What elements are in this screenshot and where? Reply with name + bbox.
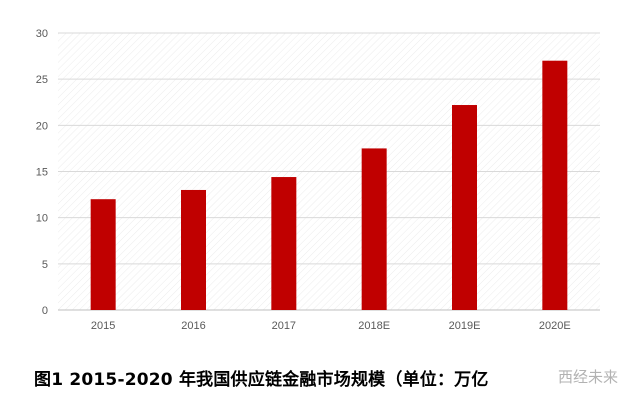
bar-2018E (361, 148, 387, 310)
y-tick-label: 0 (42, 305, 48, 317)
y-tick-label: 30 (36, 28, 48, 40)
x-tick-label: 2017 (272, 320, 296, 332)
x-tick-label: 2018E (358, 320, 390, 332)
watermark: 西经未来 (557, 368, 618, 386)
bar-2015 (90, 199, 116, 310)
x-tick-label: 2020E (539, 320, 571, 332)
x-tick-label: 2015 (91, 320, 115, 332)
y-tick-label: 25 (36, 74, 48, 86)
gridlines (58, 32, 600, 311)
y-tick-label: 5 (42, 259, 48, 271)
x-tick-label: 2019E (449, 320, 481, 332)
bar-2019E (452, 105, 477, 311)
bar-chart: 0 5 10 15 20 25 30 2015 2016 2017 2018E 2019E 2020E (36, 28, 600, 332)
y-axis-ticks: 0 5 10 15 20 25 30 (36, 28, 48, 317)
bar-2017 (271, 177, 297, 310)
x-tick-label: 2016 (181, 320, 205, 332)
y-tick-label: 15 (36, 167, 48, 179)
bar-2020E (542, 60, 568, 311)
figure-caption: 图1 2015-2020 年我国供应链金融市场规模（单位：万亿 (34, 370, 489, 390)
bar-2016 (181, 189, 206, 310)
y-tick-label: 10 (36, 213, 48, 225)
bars (90, 60, 568, 311)
x-axis-ticks: 2015 2016 2017 2018E 2019E 2020E (91, 320, 571, 332)
y-tick-label: 20 (36, 120, 48, 132)
